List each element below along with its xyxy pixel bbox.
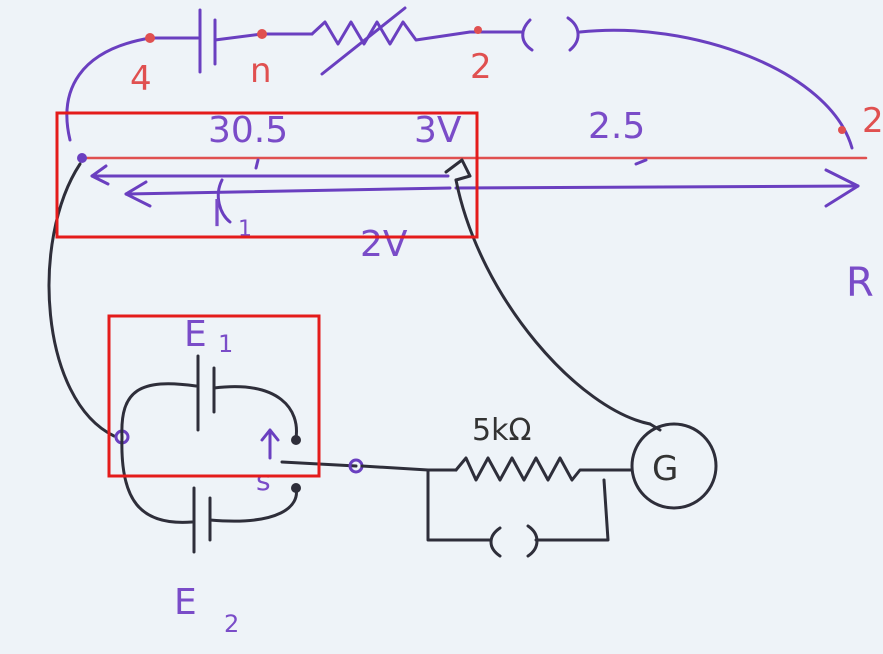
node-n-dot [257, 29, 267, 39]
length-arrow-lower-head [124, 180, 152, 208]
galvanometer-circuit: 5kΩ G [360, 413, 718, 558]
connecting-leads [47, 162, 652, 438]
node-2-dot [474, 26, 482, 34]
lead-jockey-to-galvanometer [454, 178, 652, 426]
gap-bracket-left [521, 18, 534, 52]
top-wire-return [578, 28, 854, 150]
rheostat-icon [310, 20, 472, 46]
driver-circuit: 4 n 2 2 [65, 6, 883, 150]
switch-arrow [260, 428, 280, 460]
e2-branch-right [208, 486, 298, 523]
shunt-branch [426, 468, 610, 542]
shunt-gap-left [489, 526, 502, 558]
highlight-box-wire [55, 111, 479, 239]
switch-s-label: s [256, 464, 271, 497]
voltage-2v-label: 2V [360, 224, 408, 265]
rheostat-arrow [320, 6, 407, 76]
wire-r-label: R [846, 260, 874, 306]
voltage-3v-label: 3V [414, 110, 462, 151]
e1-label: E [184, 314, 207, 355]
test-cell-circuit: E 1 E 2 s [114, 314, 364, 638]
node-4-dot [145, 33, 155, 43]
full-length-arrow-head [824, 168, 860, 208]
l1-tick [216, 178, 232, 224]
galvanometer-label: G [652, 449, 678, 489]
e1-branch-right [212, 385, 298, 440]
shunt-gap-right [526, 524, 539, 558]
e1-sub-label: 1 [218, 330, 233, 358]
e2-branch-left [120, 435, 194, 524]
length-upper-label: 30.5 [208, 110, 288, 151]
potentiometer-wire: 30.5 3V 2.5 l 1 2V R [77, 106, 874, 306]
length-right-label: 2.5 [588, 106, 645, 147]
node-right-label: 2 [862, 101, 883, 141]
wire-end-dot [77, 153, 87, 163]
node-n-label: n [250, 51, 272, 91]
highlight-box-cells [107, 314, 321, 478]
node-4-label: 4 [130, 59, 152, 99]
galvanometer-icon [630, 422, 718, 510]
resistor-value-label: 5kΩ [472, 413, 531, 448]
length-tick-upper [254, 158, 260, 170]
galvanometer-top-lead [648, 422, 662, 432]
e2-sub-label: 2 [224, 610, 239, 638]
full-length-arrow [454, 184, 860, 190]
e2-label: E [174, 582, 197, 623]
jockey-contact [444, 158, 472, 182]
wire-to-resistor [360, 464, 458, 472]
top-wire-left [65, 36, 200, 142]
resistor-icon [454, 456, 634, 482]
length-arrow-lower [124, 186, 452, 196]
node-2-label: 2 [470, 47, 492, 87]
gap-bracket-right [566, 16, 580, 52]
length-arrow-upper-head [90, 164, 110, 186]
node-right-dot [838, 126, 846, 134]
length-tick-right [634, 158, 648, 166]
switch-contact-bottom [291, 483, 301, 493]
e1-branch-left [120, 382, 198, 439]
lead-left [47, 162, 116, 438]
l1-label: l [212, 194, 222, 235]
switch-contact-top [291, 435, 301, 445]
